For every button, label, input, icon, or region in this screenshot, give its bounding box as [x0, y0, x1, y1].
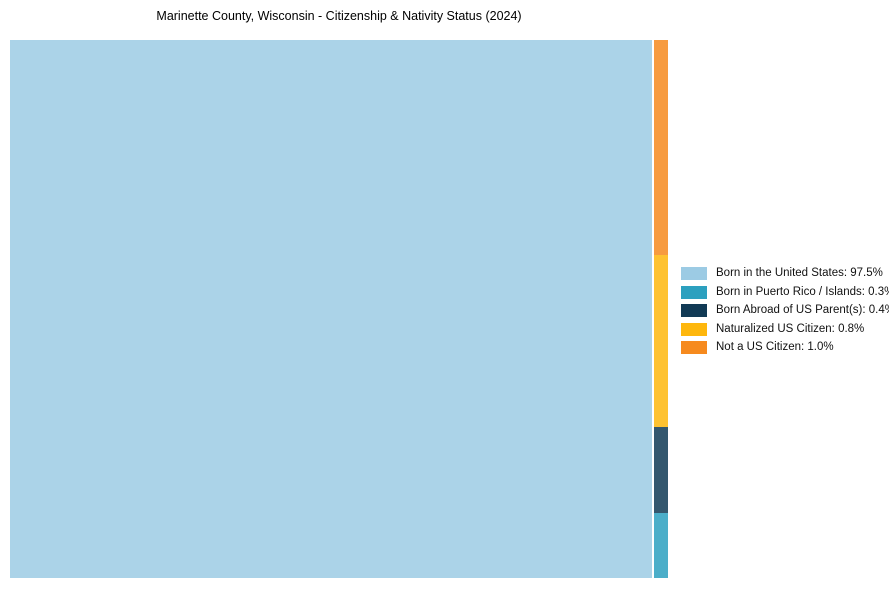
treemap-rect-not-a-us-citizen: [654, 40, 668, 256]
treemap-rect-born-in-united-states: [10, 40, 652, 578]
legend-label-born-abroad-of-us-parents: Born Abroad of US Parent(s): 0.4%: [716, 304, 889, 316]
treemap-rect-born-abroad-of-us-parents: [654, 427, 668, 514]
legend-label-not-a-us-citizen: Not a US Citizen: 1.0%: [716, 341, 834, 353]
legend-swatch-not-a-us-citizen: [681, 341, 707, 354]
chart-title: Marinette County, Wisconsin - Citizenshi…: [156, 9, 522, 23]
treemap-strip: [654, 40, 668, 578]
legend-row-not-a-us-citizen: Not a US Citizen: 1.0%: [681, 341, 889, 354]
legend: Born in the United States: 97.5% Born in…: [681, 267, 889, 354]
legend-row-born-in-united-states: Born in the United States: 97.5%: [681, 267, 889, 280]
legend-swatch-born-in-puerto-rico-islands: [681, 285, 707, 299]
legend-row-naturalized-us-citizen: Naturalized US Citizen: 0.8%: [681, 322, 889, 336]
legend-swatch-naturalized-us-citizen: [681, 322, 707, 336]
legend-label-born-in-puerto-rico-islands: Born in Puerto Rico / Islands: 0.3%: [716, 285, 889, 298]
legend-label-naturalized-us-citizen: Naturalized US Citizen: 0.8%: [716, 322, 865, 335]
treemap-rect-naturalized-us-citizen: [654, 255, 668, 428]
legend-swatch-born-abroad-of-us-parents: [681, 304, 707, 317]
legend-label-born-in-united-states: Born in the United States: 97.5%: [716, 267, 883, 279]
legend-row-born-abroad-of-us-parents: Born Abroad of US Parent(s): 0.4%: [681, 304, 889, 317]
legend-swatch-born-in-united-states: [681, 267, 707, 280]
legend-row-born-in-puerto-rico-islands: Born in Puerto Rico / Islands: 0.3%: [681, 285, 889, 299]
treemap-plot: [10, 40, 668, 578]
treemap-rect-born-in-puerto-rico-islands: [654, 513, 668, 578]
